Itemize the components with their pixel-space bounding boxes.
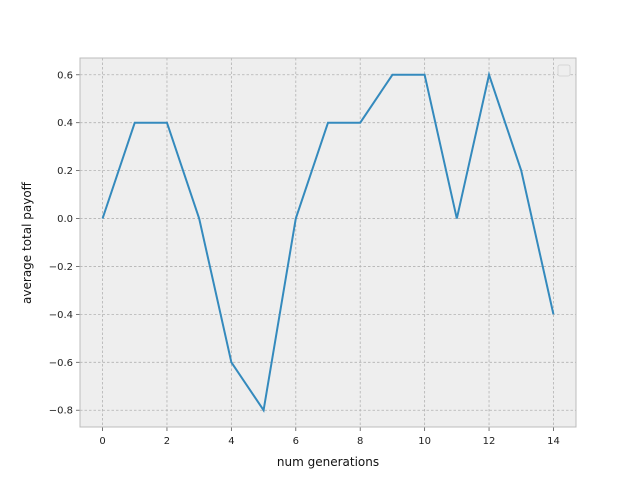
y-tick-label: −0.4 <box>49 310 73 321</box>
plot-area <box>80 58 576 427</box>
x-tick-label: 2 <box>164 436 170 447</box>
y-axis-ticks: −0.8 −0.6 −0.4 −0.2 0.0 0.2 0.4 0.6 <box>49 70 80 417</box>
y-tick-label: 0.6 <box>57 70 73 81</box>
y-tick-label: −0.8 <box>49 406 73 417</box>
series-layer <box>101 71 555 413</box>
y-tick-label: −0.2 <box>49 262 73 273</box>
x-tick-label: 6 <box>293 436 299 447</box>
y-tick-label: 0.4 <box>57 118 73 129</box>
legend-box <box>557 64 571 77</box>
y-tick-label: 0.0 <box>57 214 73 225</box>
plot-frame <box>79 57 577 428</box>
x-tick-label: 10 <box>418 436 431 447</box>
x-tick-label: 4 <box>228 436 234 447</box>
x-tick-label: 8 <box>357 436 363 447</box>
y-axis-label: average total payoff <box>20 181 34 304</box>
x-tick-label: 0 <box>99 436 105 447</box>
x-axis-ticks: 0 2 4 6 8 10 12 14 <box>99 427 560 447</box>
x-tick-label: 12 <box>483 436 496 447</box>
y-tick-label: −0.6 <box>49 358 73 369</box>
y-tick-label: 0.2 <box>57 166 73 177</box>
x-axis-label: num generations <box>277 455 379 469</box>
x-tick-label: 14 <box>547 436 560 447</box>
